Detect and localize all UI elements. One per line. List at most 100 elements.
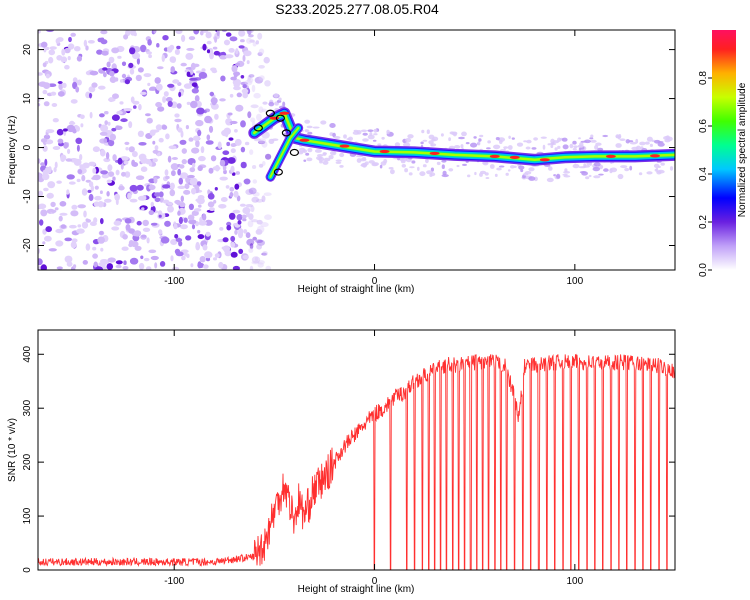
noise-speckle xyxy=(107,121,111,126)
noise-speckle xyxy=(104,120,108,126)
noise-speckle xyxy=(107,139,115,147)
noise-speckle xyxy=(174,49,180,55)
noise-speckle xyxy=(102,67,108,71)
ridge-haze xyxy=(305,152,310,156)
ridge-haze xyxy=(467,174,471,178)
noise-speckle xyxy=(92,167,97,174)
noise-speckle xyxy=(255,40,259,45)
noise-speckle xyxy=(214,36,218,43)
noise-speckle xyxy=(230,148,236,154)
noise-speckle xyxy=(228,212,236,220)
ridge-haze xyxy=(561,137,568,142)
noise-speckle xyxy=(202,43,207,51)
noise-speckle xyxy=(48,248,57,252)
noise-speckle xyxy=(226,141,231,147)
noise-speckle xyxy=(189,77,198,81)
noise-speckle xyxy=(49,46,57,50)
noise-speckle xyxy=(135,175,145,180)
noise-speckle xyxy=(234,138,242,146)
noise-speckle xyxy=(234,129,238,133)
noise-speckle xyxy=(147,39,152,46)
ridge-haze xyxy=(422,139,428,142)
y-tick-label: -20 xyxy=(22,238,33,253)
noise-speckle xyxy=(152,149,159,154)
noise-speckle xyxy=(165,133,170,140)
ridge-blob-outline xyxy=(289,148,300,157)
ridge-haze xyxy=(426,129,430,134)
noise-speckle xyxy=(39,219,44,226)
noise-speckle xyxy=(80,114,85,120)
ridge-haze xyxy=(470,142,478,148)
colorbar-tick-label: 0.2 xyxy=(698,215,709,229)
noise-speckle xyxy=(81,188,88,196)
noise-speckle xyxy=(112,176,116,181)
ridge-haze xyxy=(307,131,313,135)
noise-speckle xyxy=(242,91,249,99)
noise-speckle xyxy=(124,218,132,224)
noise-speckle xyxy=(245,232,251,239)
noise-speckle xyxy=(246,30,254,34)
ridge-haze xyxy=(339,152,345,158)
x-tick-label: -100 xyxy=(164,576,184,587)
ridge-haze xyxy=(404,168,408,173)
noise-speckle xyxy=(38,72,43,76)
noise-speckle xyxy=(129,257,139,265)
ridge-peak xyxy=(509,155,520,159)
ridge-haze xyxy=(333,136,341,139)
noise-speckle xyxy=(48,49,56,56)
noise-speckle xyxy=(189,69,194,75)
ridge-haze xyxy=(479,172,483,177)
noise-speckle xyxy=(211,100,217,106)
noise-speckle xyxy=(235,48,239,55)
noise-speckle xyxy=(150,201,154,207)
ridge-haze xyxy=(569,143,574,149)
noise-speckle xyxy=(68,36,72,43)
noise-speckle xyxy=(88,86,96,93)
noise-speckle xyxy=(58,215,63,222)
noise-speckle xyxy=(52,146,61,150)
noise-speckle xyxy=(236,92,242,98)
noise-speckle xyxy=(44,235,52,242)
noise-speckle xyxy=(112,154,117,162)
ridge-blob-outline xyxy=(281,129,291,137)
ridge-haze xyxy=(653,163,660,168)
ridge-haze xyxy=(578,137,581,140)
ridge-haze xyxy=(638,172,643,176)
noise-speckle xyxy=(155,101,163,108)
noise-speckle xyxy=(103,175,107,178)
noise-speckle xyxy=(246,211,250,218)
noise-speckle xyxy=(213,199,217,204)
noise-speckle xyxy=(242,255,249,260)
ridge-haze xyxy=(448,168,454,172)
noise-speckle xyxy=(186,101,191,105)
noise-speckle xyxy=(73,158,82,166)
noise-speckle xyxy=(47,181,56,189)
noise-speckle xyxy=(101,50,109,56)
ridge-haze xyxy=(353,129,358,132)
noise-speckle xyxy=(82,162,90,169)
ridge-haze xyxy=(452,132,457,137)
noise-speckle xyxy=(169,182,175,190)
noise-speckle xyxy=(130,241,139,248)
noise-speckle xyxy=(38,103,41,107)
ridge-haze xyxy=(609,167,618,173)
ridge-haze xyxy=(557,145,561,149)
noise-speckle xyxy=(72,77,78,83)
ridge-haze xyxy=(546,177,554,183)
noise-speckle xyxy=(107,257,116,263)
noise-speckle xyxy=(230,251,238,258)
noise-speckle xyxy=(165,175,170,180)
noise-speckle xyxy=(183,217,188,223)
noise-speckle xyxy=(93,261,98,268)
ridge-haze xyxy=(572,147,577,151)
noise-speckle xyxy=(187,174,195,179)
ridge-haze xyxy=(577,144,584,148)
noise-speckle xyxy=(190,62,196,70)
noise-speckle xyxy=(178,177,183,185)
ridge-haze xyxy=(531,147,537,150)
snr-xlabel: Height of straight line (km) xyxy=(298,584,415,595)
ridge-haze xyxy=(547,143,551,146)
noise-speckle xyxy=(42,89,48,95)
noise-speckle xyxy=(146,237,150,244)
noise-speckle xyxy=(178,240,183,247)
